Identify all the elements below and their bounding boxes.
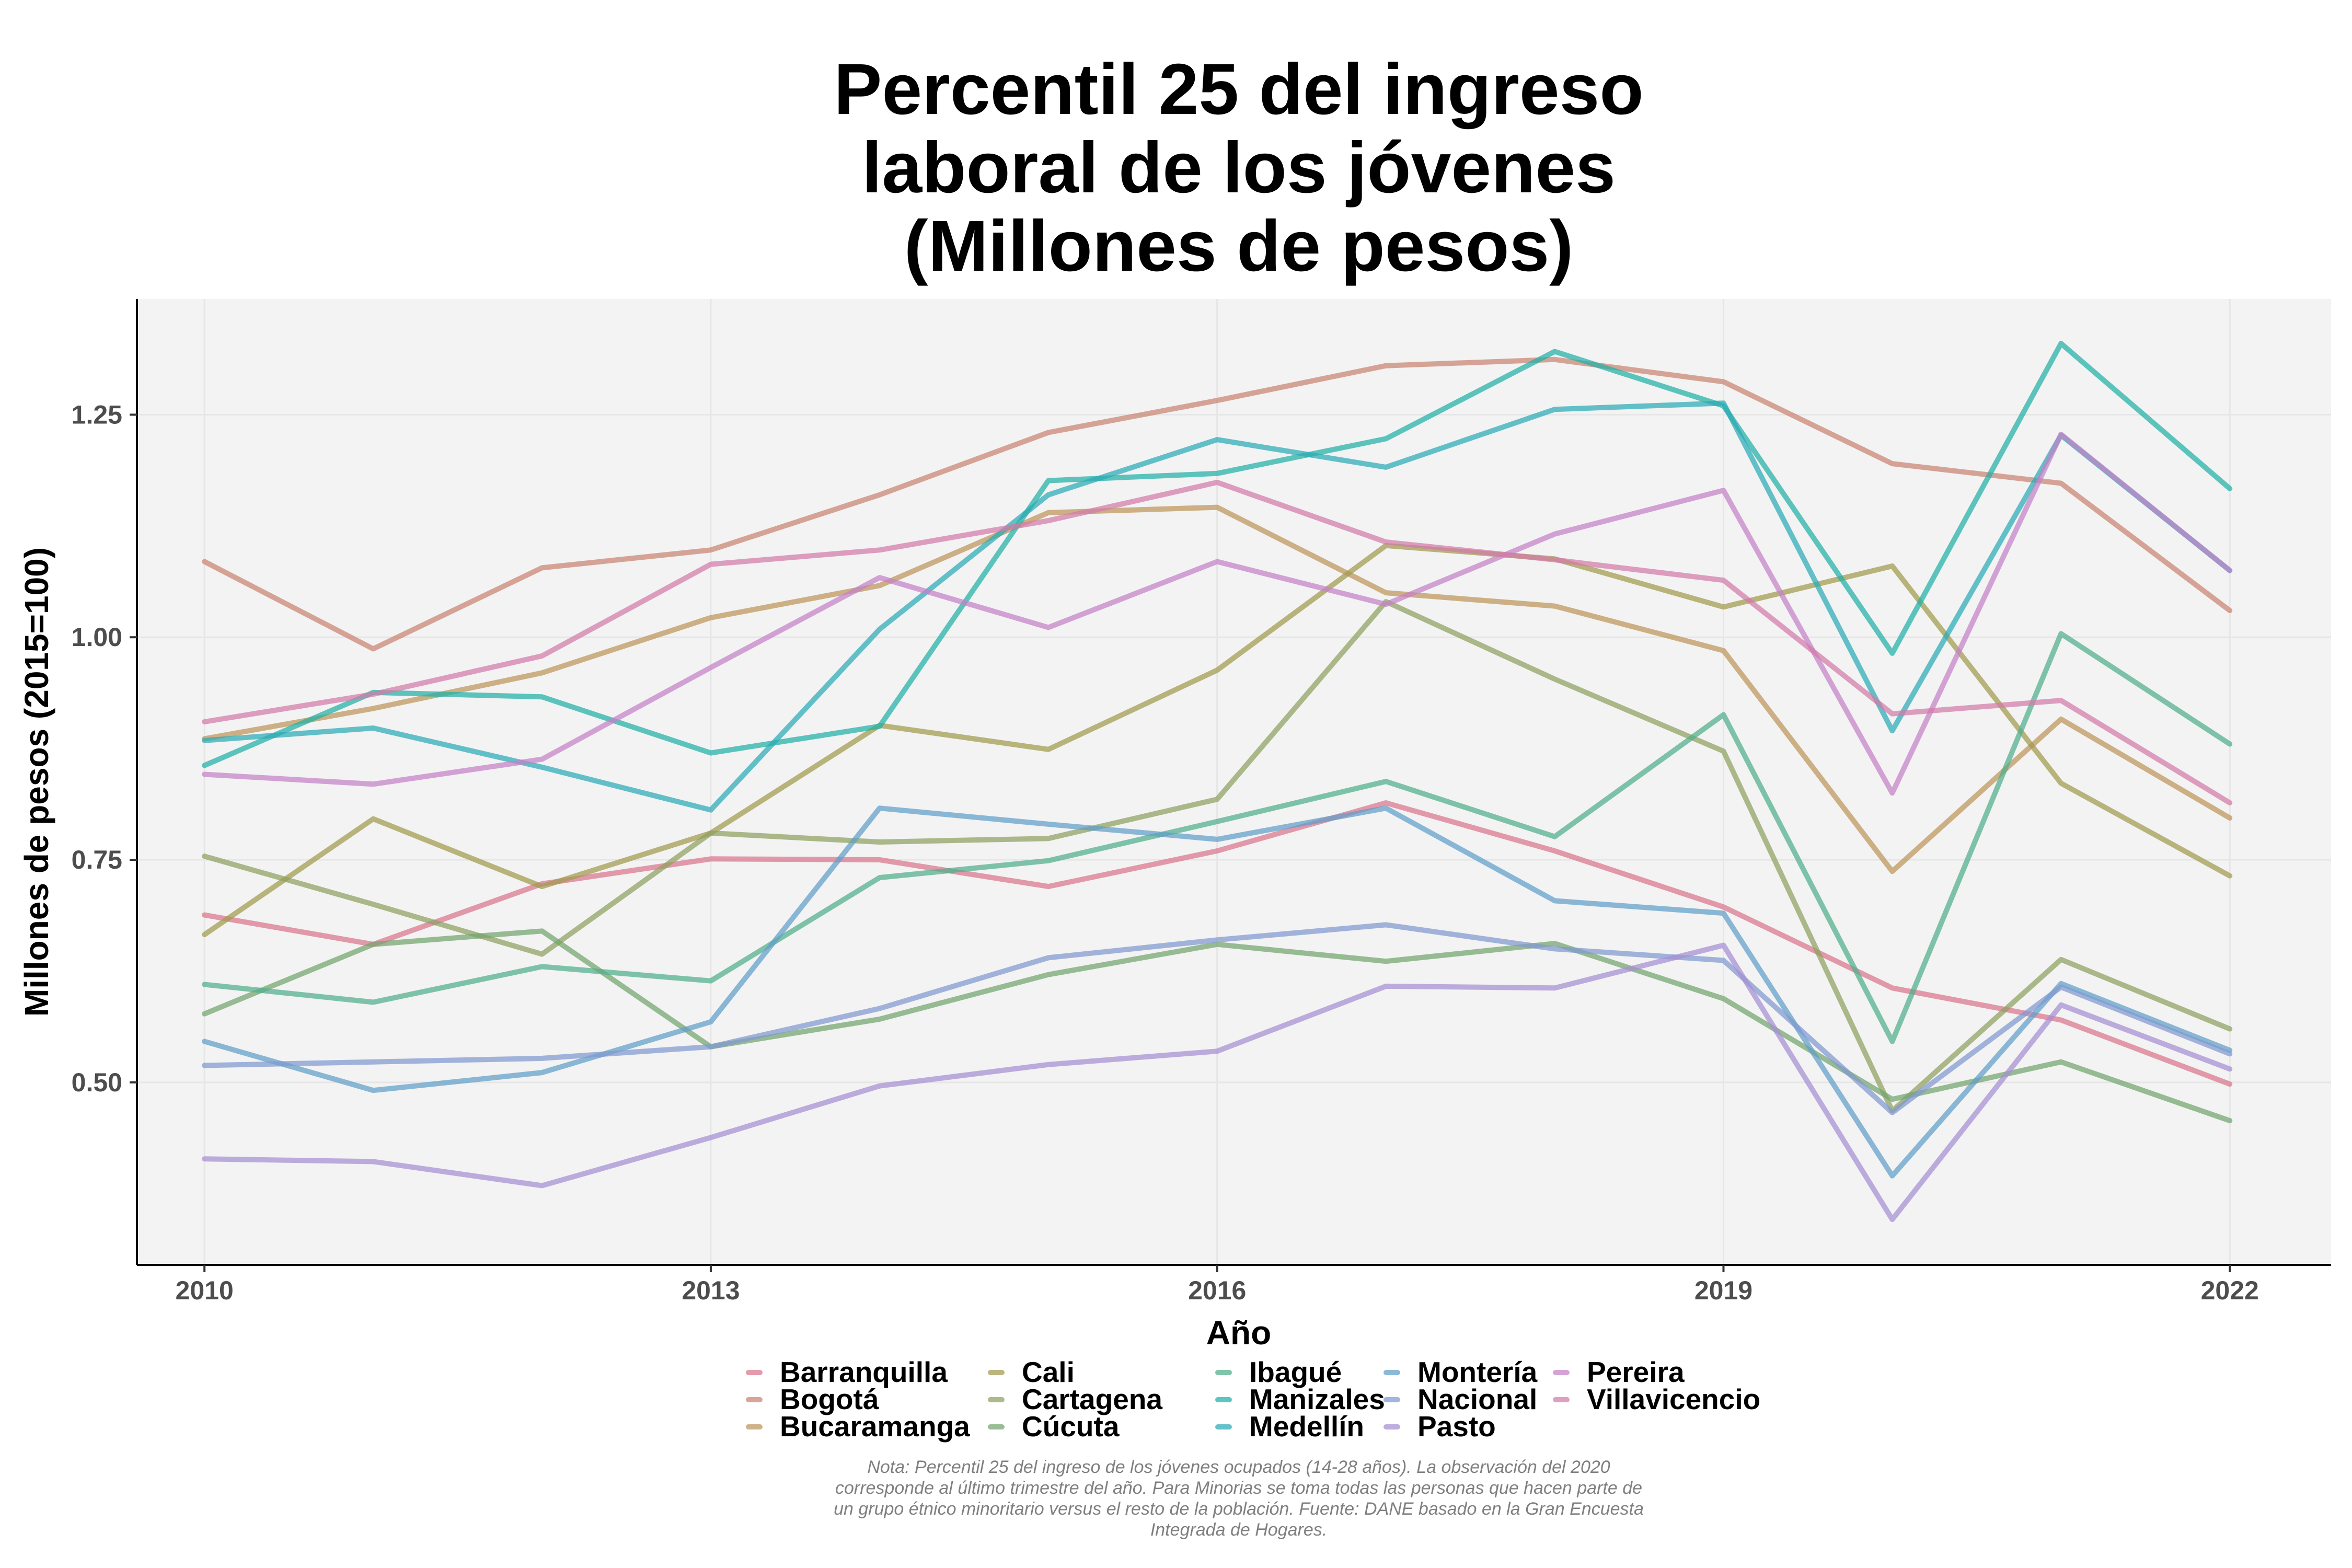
- axis-ticks: 0.50 0.75 1.00 1.25 2010 2013 2016 2019 2022: [72, 400, 2259, 1305]
- footnote-line: Integrada de Hogares.: [1150, 1520, 1327, 1540]
- series-line-bogot-: [202, 356, 2233, 652]
- legend-label: Bogotá: [780, 1383, 879, 1415]
- series-line-ibagu-: [202, 631, 2233, 1044]
- chart-title-line: laboral de los jóvenes: [862, 128, 1616, 208]
- footnote: Nota: Percentil 25 del ingreso de los jó…: [834, 1457, 1644, 1540]
- x-tick-label: 2019: [1694, 1276, 1753, 1305]
- legend-label: Manizales: [1249, 1383, 1385, 1415]
- legend-label: Villavicencio: [1587, 1383, 1760, 1415]
- series-line-bucaramanga: [202, 504, 2233, 874]
- legend-label: Pasto: [1417, 1410, 1496, 1443]
- chart-title-line: Percentil 25 del ingreso: [834, 49, 1643, 130]
- series-line-c-cuta: [202, 928, 2233, 1124]
- y-tick-label: 1.00: [72, 622, 122, 652]
- y-tick-label: 1.25: [72, 400, 122, 429]
- y-axis-title: Millones de pesos (2015=100): [18, 547, 55, 1017]
- legend-label: Cúcuta: [1022, 1410, 1120, 1443]
- y-tick-label: 0.50: [72, 1068, 122, 1097]
- x-axis-title: Año: [1206, 1314, 1271, 1352]
- series-line-villavicencio: [202, 479, 2233, 805]
- legend-label: Bucaramanga: [780, 1410, 970, 1443]
- x-tick-label: 2013: [682, 1276, 740, 1305]
- series-lines: [202, 341, 2233, 1223]
- series-line-medell-n: [202, 400, 2233, 813]
- footnote-line: un grupo étnico minoritario versus el re…: [834, 1499, 1644, 1519]
- legend-label: Barranquilla: [780, 1356, 948, 1388]
- axes: [136, 299, 2331, 1266]
- footnote-line: corresponde al último trimestre del año.…: [835, 1478, 1642, 1498]
- series-line-manizales: [202, 341, 2233, 768]
- legend-label: Nacional: [1417, 1383, 1537, 1415]
- chart-title-line: (Millones de pesos): [904, 206, 1574, 286]
- footnote-line: Nota: Percentil 25 del ingreso de los jó…: [867, 1457, 1610, 1477]
- series-line-monter-a: [202, 805, 2233, 1179]
- x-tick-label: 2022: [2201, 1276, 2259, 1305]
- legend-label: Cartagena: [1022, 1383, 1162, 1415]
- x-tick-label: 2016: [1188, 1276, 1246, 1305]
- legend-label: Pereira: [1587, 1356, 1685, 1388]
- series-line-nacional: [202, 922, 2233, 1115]
- legend-label: Cali: [1022, 1356, 1075, 1388]
- series-line-cali: [202, 543, 2233, 938]
- legend-label: Ibagué: [1249, 1356, 1342, 1388]
- series-line-pereira: [202, 431, 2233, 796]
- legend-label: Medellín: [1249, 1410, 1364, 1443]
- x-tick-label: 2010: [176, 1276, 234, 1305]
- y-tick-label: 0.75: [72, 845, 122, 874]
- series-line-pasto: [202, 942, 2233, 1223]
- legend-label: Montería: [1417, 1356, 1538, 1388]
- gridlines: [137, 299, 2331, 1265]
